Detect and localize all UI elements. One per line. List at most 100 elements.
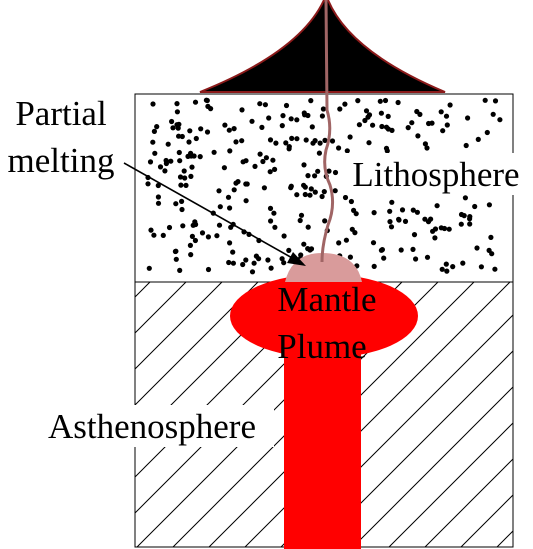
lithosphere-dot (192, 219, 198, 225)
lithosphere-dot (389, 127, 395, 133)
lithosphere-dot (312, 189, 318, 195)
lithosphere-dot (204, 97, 210, 104)
lithosphere-dot (336, 145, 342, 151)
lithosphere-dot (329, 138, 336, 144)
lithosphere-dot (231, 187, 237, 193)
lithosphere-dot (214, 233, 220, 239)
lithosphere-dot (474, 245, 480, 251)
lithosphere-dot (267, 137, 274, 143)
lithosphere-dot (389, 199, 395, 205)
lithosphere-dot (347, 254, 353, 260)
lithosphere-dot (472, 203, 478, 210)
lithosphere-dot (370, 122, 376, 128)
lithosphere-dot (415, 133, 421, 139)
lithosphere-dot (294, 136, 300, 142)
lithosphere-dot (243, 198, 249, 204)
lithosphere-dot (356, 122, 362, 128)
lithosphere-dot (396, 216, 402, 222)
lithosphere-dot (410, 246, 416, 252)
lithosphere-dot (410, 207, 416, 213)
lithosphere-dot (332, 188, 338, 194)
lithosphere-dot (305, 246, 311, 252)
lithosphere-dot (155, 200, 162, 206)
lithosphere-dot (272, 166, 278, 172)
lithosphere-dot (409, 120, 415, 126)
lithosphere-dot (414, 209, 420, 215)
lithosphere-dot (486, 202, 492, 208)
lithosphere-dot (475, 136, 481, 142)
lithosphere-dot (279, 123, 285, 129)
lithosphere-dot (286, 247, 292, 253)
lithosphere-dot (301, 241, 307, 247)
lithosphere-dot (257, 151, 263, 157)
lithosphere-dot (294, 192, 300, 198)
lithosphere-dot (177, 158, 183, 164)
lithosphere-dot (283, 102, 290, 109)
lithosphere-dot (216, 188, 222, 194)
lithosphere-dot (176, 149, 182, 156)
lithosphere-dot (268, 265, 274, 271)
lithosphere-dot (176, 133, 182, 139)
lithosphere-dot (444, 268, 450, 274)
lithosphere-dot (186, 139, 192, 145)
lithosphere-dot (262, 102, 268, 108)
lithosphere-dot (312, 173, 318, 179)
lithosphere-dot (422, 216, 428, 222)
lithosphere-dot (177, 174, 184, 180)
lithosphere-dot (434, 203, 440, 209)
lithosphere-dot (347, 134, 353, 140)
lithosphere-dot (305, 173, 311, 179)
lithosphere-dot (256, 256, 262, 262)
lithosphere-dot (349, 226, 355, 232)
lithosphere-dot (187, 242, 193, 248)
lithosphere-dot (343, 237, 349, 243)
lithosphere-dot (217, 204, 223, 210)
lithosphere-dot (270, 157, 276, 163)
lithosphere-dot (458, 221, 464, 227)
lithosphere-dot (273, 140, 279, 146)
lithosphere-dot (351, 207, 357, 213)
lithosphere-dot (319, 193, 325, 200)
lithosphere-dot (303, 137, 309, 143)
lithosphere-dot (199, 230, 206, 236)
lithosphere-dot (279, 256, 285, 262)
partial-melting-arrow (123, 162, 295, 260)
lithosphere-dot (302, 191, 308, 198)
lithosphere-dot (146, 265, 152, 271)
label-mantle: Mantle (277, 280, 376, 319)
lithosphere-dot (348, 198, 354, 205)
lithosphere-dot (147, 159, 154, 165)
lithosphere-dot (316, 150, 322, 156)
arrow-head (287, 252, 306, 266)
lithosphere-dot (240, 261, 246, 268)
lithosphere-dot (379, 123, 385, 130)
lithosphere-dot (342, 194, 349, 201)
lithosphere-dot (490, 111, 496, 117)
lithosphere-dot (417, 111, 423, 117)
lithosphere-dot (283, 140, 289, 146)
asthenosphere-label-bg (30, 405, 274, 447)
lithosphere-dot (467, 221, 473, 227)
lithosphere-dot (227, 148, 233, 154)
lithosphere-dot (460, 260, 466, 266)
lithosphere-dot (150, 139, 156, 145)
lithosphere-dot (308, 98, 314, 104)
lithosphere-dot (179, 198, 185, 204)
lithosphere-dot (251, 260, 257, 266)
lithosphere-dot (441, 225, 448, 232)
lithosphere-dot (387, 208, 393, 214)
lithosphere-dot (443, 261, 449, 267)
lithosphere-dot (231, 126, 237, 132)
volcano-cone (199, 0, 446, 93)
lithosphere-dot (444, 122, 450, 128)
lithosphere-dot (227, 205, 233, 211)
lithosphere-dot (478, 264, 484, 270)
lithosphere-dot (204, 129, 211, 135)
lithosphere-dot (170, 125, 176, 131)
lithosphere-dot (260, 158, 266, 165)
label-partial: Partial (15, 94, 107, 133)
lithosphere-dot (309, 124, 315, 130)
lithosphere-dot (145, 181, 151, 187)
lithosphere-dot (233, 139, 239, 145)
lithosphere-dot (424, 254, 431, 260)
